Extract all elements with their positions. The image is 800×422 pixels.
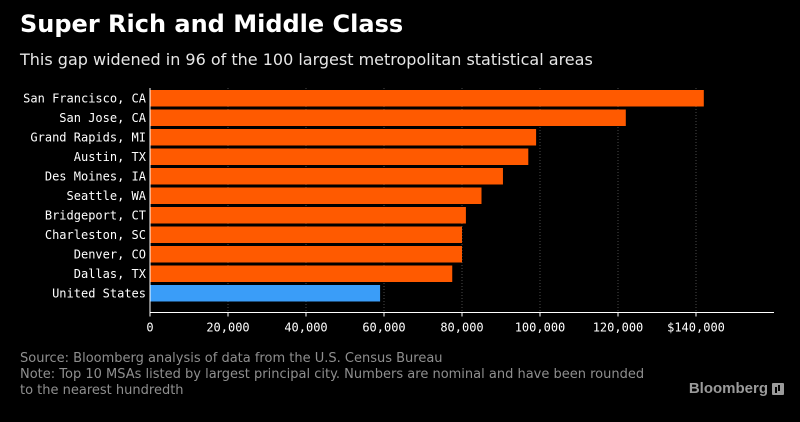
bloomberg-logo-icon xyxy=(772,382,784,395)
category-label: Des Moines, IA xyxy=(45,169,147,183)
bars xyxy=(150,90,704,302)
source-note: Source: Bloomberg analysis of data from … xyxy=(20,351,443,366)
category-label: Denver, CO xyxy=(74,247,146,261)
bar xyxy=(150,285,381,302)
x-tick-label: 60,000 xyxy=(362,321,405,335)
brand-name: Bloomberg xyxy=(688,380,768,397)
x-tick-label: 0 xyxy=(146,321,153,335)
x-tick-label: 100,000 xyxy=(515,321,566,335)
tick-labels: 0 20,000 40,000 60,000 80,000 100,000 120,000 $… xyxy=(146,321,725,335)
category-label: San Francisco, CA xyxy=(23,91,147,105)
bar xyxy=(150,207,466,224)
x-tick-label: 80,000 xyxy=(440,321,483,335)
category-label: Dallas, TX xyxy=(74,267,147,281)
bar xyxy=(150,109,626,126)
x-tick-label: 20,000 xyxy=(206,321,249,335)
category-label: Seattle, WA xyxy=(67,189,147,203)
bar xyxy=(150,187,482,204)
bar xyxy=(150,265,453,282)
footnote: Source: Bloomberg analysis of data from … xyxy=(20,351,660,399)
category-labels: San Francisco, CA San Jose, CA Grand Rapid… xyxy=(23,91,147,300)
bar xyxy=(150,148,529,165)
brand-logo: Bloomberg xyxy=(689,380,784,397)
chart-subtitle: This gap widened in 96 of the 100 larges… xyxy=(20,50,593,69)
bar xyxy=(150,246,462,263)
category-label: Austin, TX xyxy=(74,150,147,164)
bar-chart: San Francisco, CA San Jose, CA Grand Rapid… xyxy=(23,88,774,335)
bar xyxy=(150,129,537,146)
category-label: United States xyxy=(52,286,146,300)
chart-title: Super Rich and Middle Class xyxy=(20,10,404,38)
methodology-note: Note: Top 10 MSAs listed by largest prin… xyxy=(20,367,649,398)
bar xyxy=(150,168,503,185)
category-label: San Jose, CA xyxy=(59,111,146,125)
x-tick-label: 120,000 xyxy=(593,321,644,335)
category-label: Grand Rapids, MI xyxy=(30,130,146,144)
x-tick-label: $140,000 xyxy=(667,321,725,335)
category-label: Charleston, SC xyxy=(45,228,146,242)
axis xyxy=(149,88,774,317)
bar xyxy=(150,90,704,107)
bar xyxy=(150,226,462,243)
x-tick-label: 40,000 xyxy=(284,321,327,335)
category-label: Bridgeport, CT xyxy=(45,208,146,222)
